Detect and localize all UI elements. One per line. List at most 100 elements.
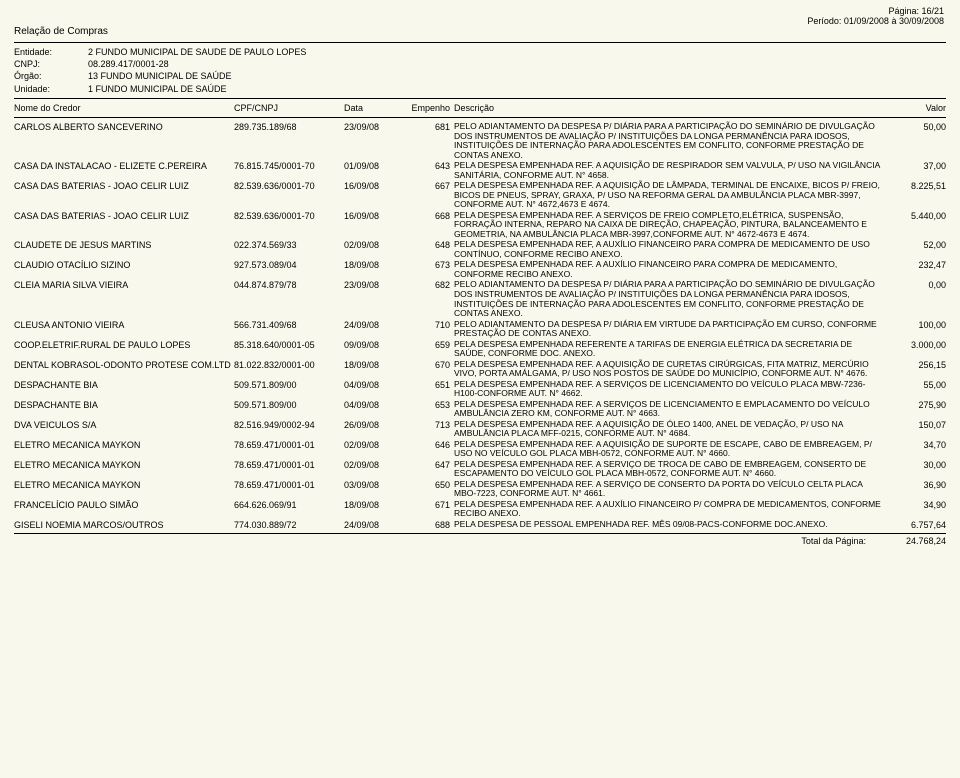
cell-empenho: 646 xyxy=(400,440,454,450)
cell-descricao: PELA DESPESA DE PESSOAL EMPENHADA REF. M… xyxy=(454,520,886,530)
cell-data: 02/09/08 xyxy=(344,460,400,470)
cell-data: 26/09/08 xyxy=(344,420,400,430)
cell-valor: 34,90 xyxy=(886,500,946,510)
cell-descricao: PELO ADIANTAMENTO DA DESPESA P/ DIÁRIA E… xyxy=(454,320,886,339)
cell-nome: CLEIA MARIA SILVA VIEIRA xyxy=(14,280,234,290)
cell-cpf: 044.874.879/78 xyxy=(234,280,344,290)
footer-total-value: 24.768,24 xyxy=(906,536,946,546)
cell-data: 23/09/08 xyxy=(344,280,400,290)
cell-valor: 6.757,64 xyxy=(886,520,946,530)
table-row: CASA DA INSTALACAO - ELIZETE C.PEREIRA76… xyxy=(14,161,946,180)
cell-cpf: 76.815.745/0001-70 xyxy=(234,161,344,171)
cell-nome: CASA DAS BATERIAS - JOAO CELIR LUIZ xyxy=(14,181,234,191)
cell-data: 23/09/08 xyxy=(344,122,400,132)
cell-empenho: 681 xyxy=(400,122,454,132)
cell-valor: 100,00 xyxy=(886,320,946,330)
cell-empenho: 682 xyxy=(400,280,454,290)
cell-data: 04/09/08 xyxy=(344,400,400,410)
cell-descricao: PELA DESPESA EMPENHADA REF. A SERVIÇOS D… xyxy=(454,380,886,399)
cell-nome: COOP.ELETRIF.RURAL DE PAULO LOPES xyxy=(14,340,234,350)
cell-empenho: 650 xyxy=(400,480,454,490)
cell-empenho: 673 xyxy=(400,260,454,270)
cell-empenho: 668 xyxy=(400,211,454,221)
cell-cpf: 774.030.889/72 xyxy=(234,520,344,530)
table-row: CLEUSA ANTONIO VIEIRA566.731.409/6824/09… xyxy=(14,320,946,339)
entidade-label: Entidade: xyxy=(14,47,72,57)
col-data: Data xyxy=(344,103,400,113)
cell-nome: CARLOS ALBERTO SANCEVERINO xyxy=(14,122,234,132)
cell-data: 24/09/08 xyxy=(344,520,400,530)
cell-cpf: 78.659.471/0001-01 xyxy=(234,440,344,450)
table-row: CLEIA MARIA SILVA VIEIRA044.874.879/7823… xyxy=(14,280,946,318)
table-row: CLAUDIO OTACÍLIO SIZINO927.573.089/0418/… xyxy=(14,260,946,279)
cell-nome: CASA DA INSTALACAO - ELIZETE C.PEREIRA xyxy=(14,161,234,171)
period-label: Período: 01/09/2008 à 30/09/2008 xyxy=(807,16,944,26)
cell-data: 18/09/08 xyxy=(344,360,400,370)
cell-valor: 50,00 xyxy=(886,122,946,132)
cell-data: 01/09/08 xyxy=(344,161,400,171)
cell-cpf: 022.374.569/33 xyxy=(234,240,344,250)
cell-descricao: PELA DESPESA EMPENHADA REF. A AUXÍLIO FI… xyxy=(454,500,886,519)
cell-valor: 34,70 xyxy=(886,440,946,450)
cell-valor: 275,90 xyxy=(886,400,946,410)
table-body: CARLOS ALBERTO SANCEVERINO289.735.189/68… xyxy=(14,122,946,530)
cell-nome: DENTAL KOBRASOL-ODONTO PROTESE COM.LTD xyxy=(14,360,234,370)
cell-valor: 37,00 xyxy=(886,161,946,171)
cell-valor: 55,00 xyxy=(886,380,946,390)
cell-empenho: 647 xyxy=(400,460,454,470)
col-nome: Nome do Credor xyxy=(14,103,234,113)
footer-total-label: Total da Página: xyxy=(801,536,866,546)
cell-nome: DESPACHANTE BIA xyxy=(14,380,234,390)
cell-cpf: 664.626.069/91 xyxy=(234,500,344,510)
page-number: Página: 16/21 xyxy=(807,6,944,16)
cell-cpf: 82.516.949/0002-94 xyxy=(234,420,344,430)
cell-valor: 5.440,00 xyxy=(886,211,946,221)
cell-descricao: PELA DESPESA EMPENHADA REF. A SERVIÇOS D… xyxy=(454,211,886,240)
cell-descricao: PELA DESPESA EMPENHADA REFERENTE A TARIF… xyxy=(454,340,886,359)
cell-empenho: 651 xyxy=(400,380,454,390)
table-row: DESPACHANTE BIA509.571.809/0004/09/08653… xyxy=(14,400,946,419)
cnpj-label: CNPJ: xyxy=(14,59,72,69)
cell-nome: GISELI NOEMIA MARCOS/OUTROS xyxy=(14,520,234,530)
cell-valor: 3.000,00 xyxy=(886,340,946,350)
cnpj-value: 08.289.417/0001-28 xyxy=(88,59,169,69)
cell-empenho: 667 xyxy=(400,181,454,191)
table-row: CLAUDETE DE JESUS MARTINS022.374.569/330… xyxy=(14,240,946,259)
cell-cpf: 509.571.809/00 xyxy=(234,380,344,390)
cell-nome: ELETRO MECANICA MAYKON xyxy=(14,480,234,490)
col-cpf: CPF/CNPJ xyxy=(234,103,344,113)
table-row: DESPACHANTE BIA509.571.809/0004/09/08651… xyxy=(14,380,946,399)
cell-descricao: PELA DESPESA EMPENHADA REF. A AQUISIÇÃO … xyxy=(454,161,886,180)
cell-empenho: 671 xyxy=(400,500,454,510)
table-row: DENTAL KOBRASOL-ODONTO PROTESE COM.LTD81… xyxy=(14,360,946,379)
cell-empenho: 643 xyxy=(400,161,454,171)
cell-empenho: 713 xyxy=(400,420,454,430)
cell-descricao: PELA DESPESA EMPENHADA REF. A SERVIÇOS D… xyxy=(454,400,886,419)
cell-nome: ELETRO MECANICA MAYKON xyxy=(14,460,234,470)
table-row: ELETRO MECANICA MAYKON78.659.471/0001-01… xyxy=(14,460,946,479)
cell-cpf: 78.659.471/0001-01 xyxy=(234,460,344,470)
cell-cpf: 78.659.471/0001-01 xyxy=(234,480,344,490)
table-row: ELETRO MECANICA MAYKON78.659.471/0001-01… xyxy=(14,480,946,499)
cell-empenho: 670 xyxy=(400,360,454,370)
table-row: CASA DAS BATERIAS - JOAO CELIR LUIZ82.53… xyxy=(14,181,946,210)
cell-descricao: PELA DESPESA EMPENHADA REF. A AQUISIÇÃO … xyxy=(454,440,886,459)
table-row: CASA DAS BATERIAS - JOAO CELIR LUIZ82.53… xyxy=(14,211,946,240)
cell-cpf: 81.022.832/0001-00 xyxy=(234,360,344,370)
cell-empenho: 710 xyxy=(400,320,454,330)
orgao-label: Órgão: xyxy=(14,71,72,81)
report-title: Relação de Compras xyxy=(14,26,946,38)
cell-cpf: 85.318.640/0001-05 xyxy=(234,340,344,350)
cell-cpf: 82.539.636/0001-70 xyxy=(234,181,344,191)
cell-descricao: PELO ADIANTAMENTO DA DESPESA P/ DIÁRIA P… xyxy=(454,122,886,160)
unidade-label: Unidade: xyxy=(14,84,72,94)
cell-descricao: PELA DESPESA EMPENHADA REF. A AQUISIÇÃO … xyxy=(454,181,886,210)
table-row: DVA VEICULOS S/A82.516.949/0002-9426/09/… xyxy=(14,420,946,439)
cell-data: 09/09/08 xyxy=(344,340,400,350)
table-row: ELETRO MECANICA MAYKON78.659.471/0001-01… xyxy=(14,440,946,459)
column-header-row: Nome do Credor CPF/CNPJ Data Empenho Des… xyxy=(14,103,946,113)
unidade-value: 1 FUNDO MUNICIPAL DE SAÚDE xyxy=(88,84,227,94)
cell-data: 02/09/08 xyxy=(344,240,400,250)
cell-nome: ELETRO MECANICA MAYKON xyxy=(14,440,234,450)
cell-valor: 36,90 xyxy=(886,480,946,490)
